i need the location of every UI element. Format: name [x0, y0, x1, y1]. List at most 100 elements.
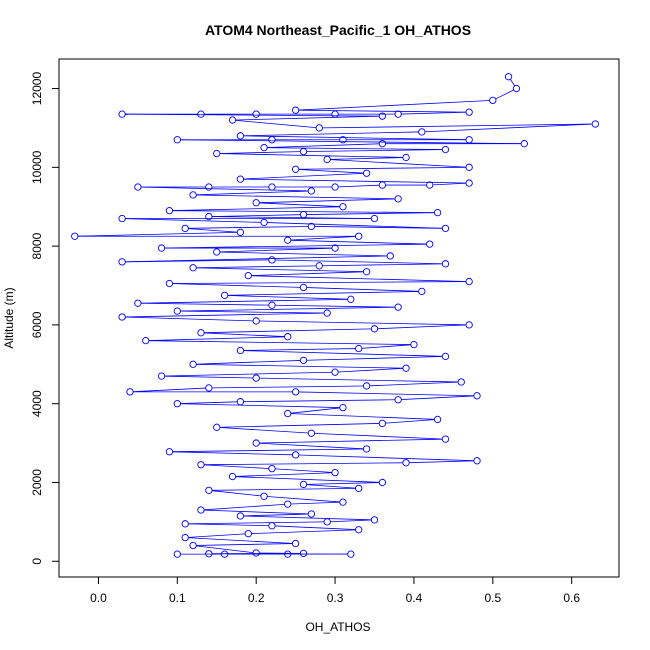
data-point — [260, 218, 268, 227]
data-point — [441, 145, 450, 154]
data-point — [299, 480, 308, 489]
series-line-segment — [267, 147, 443, 150]
data-point — [213, 149, 221, 158]
series-line-segment — [510, 79, 516, 87]
data-point — [252, 199, 260, 207]
data-point — [236, 175, 245, 183]
series-line-segment — [212, 214, 301, 217]
series-line-segment — [148, 336, 285, 341]
data-point — [284, 550, 292, 558]
data-point — [355, 344, 363, 353]
data-point — [260, 143, 268, 152]
data-point — [347, 550, 355, 558]
data-point — [465, 136, 473, 144]
series-line-segment — [188, 226, 309, 229]
data-point — [291, 388, 300, 396]
series-line-segment — [424, 123, 593, 133]
data-point — [244, 530, 252, 538]
data-point — [205, 212, 213, 221]
series-line-segment — [212, 488, 356, 491]
data-point — [339, 498, 347, 506]
series-line-segment — [306, 287, 419, 292]
data-point — [236, 398, 245, 406]
data-point — [252, 439, 260, 447]
data-point — [323, 155, 331, 164]
data-point — [394, 195, 402, 203]
series-line-segment — [164, 371, 332, 377]
series-line-segment — [259, 442, 364, 450]
data-point — [433, 415, 442, 424]
data-point — [394, 303, 402, 311]
series-line-segment — [243, 513, 309, 517]
series-line-segment — [77, 231, 238, 237]
series-line-segment — [243, 515, 372, 521]
series-line-segment — [227, 291, 419, 296]
series-line-segment — [172, 283, 301, 288]
data-point — [433, 208, 442, 217]
data-point — [205, 183, 213, 191]
x-tick-label: 0.4 — [406, 591, 423, 605]
series-line-segment — [338, 368, 403, 373]
data-point — [331, 244, 339, 252]
data-point — [284, 236, 292, 244]
series-line-segment — [259, 320, 466, 326]
y-tick-label: 6000 — [30, 311, 44, 338]
series-line-segment — [385, 419, 435, 424]
data-point — [307, 222, 316, 231]
data-point — [291, 165, 300, 173]
data-point — [315, 124, 323, 132]
data-point — [181, 520, 189, 528]
data-point — [339, 136, 347, 144]
data-point — [268, 183, 276, 191]
series-line-segment — [361, 344, 411, 349]
series-line-segment — [164, 243, 427, 249]
data-point — [331, 468, 339, 477]
data-point — [181, 533, 189, 542]
data-point — [252, 374, 260, 382]
data-point — [189, 360, 197, 368]
data-point — [331, 110, 339, 118]
series-line-segment — [188, 228, 238, 233]
series-line-segment — [164, 375, 253, 379]
series-line-segment — [219, 427, 309, 434]
data-point — [213, 248, 221, 256]
y-tick-label: 0 — [30, 558, 44, 565]
data-point — [291, 451, 300, 459]
data-point — [236, 132, 245, 140]
data-point — [157, 372, 166, 380]
data-point — [402, 153, 410, 162]
y-tick-label: 4000 — [30, 390, 44, 417]
series-line-segment — [306, 484, 356, 489]
series-line-segment — [196, 543, 293, 546]
data-point — [126, 388, 134, 396]
data-point — [220, 291, 229, 299]
series-line-segment — [235, 476, 380, 483]
series-line-segment — [196, 267, 364, 273]
series-line-segment — [290, 239, 427, 245]
series-line-segment — [267, 222, 443, 229]
data-point — [418, 287, 426, 296]
series-line-segment — [243, 348, 356, 351]
series-line-segment — [204, 328, 372, 334]
series-line-segment — [290, 501, 340, 505]
series-line-segment — [259, 377, 459, 383]
series-line-segment — [290, 413, 435, 420]
series-line-segment — [219, 251, 388, 257]
data-point — [378, 140, 387, 148]
series-line-segment — [298, 166, 466, 170]
series-line-segment — [204, 503, 285, 511]
data-point — [331, 183, 339, 191]
series-line-segment — [306, 482, 380, 485]
series-line-segment — [401, 111, 466, 115]
series-line-segment — [235, 119, 317, 129]
data-point — [418, 128, 426, 136]
series-line-segment — [243, 399, 395, 403]
data-point — [307, 429, 316, 437]
data-point — [402, 364, 410, 372]
series-line-segment — [290, 407, 340, 414]
series-line-segment — [196, 265, 317, 269]
series-line-segment — [432, 182, 466, 186]
series-line-segment — [495, 89, 514, 100]
series-line-segment — [180, 310, 324, 314]
